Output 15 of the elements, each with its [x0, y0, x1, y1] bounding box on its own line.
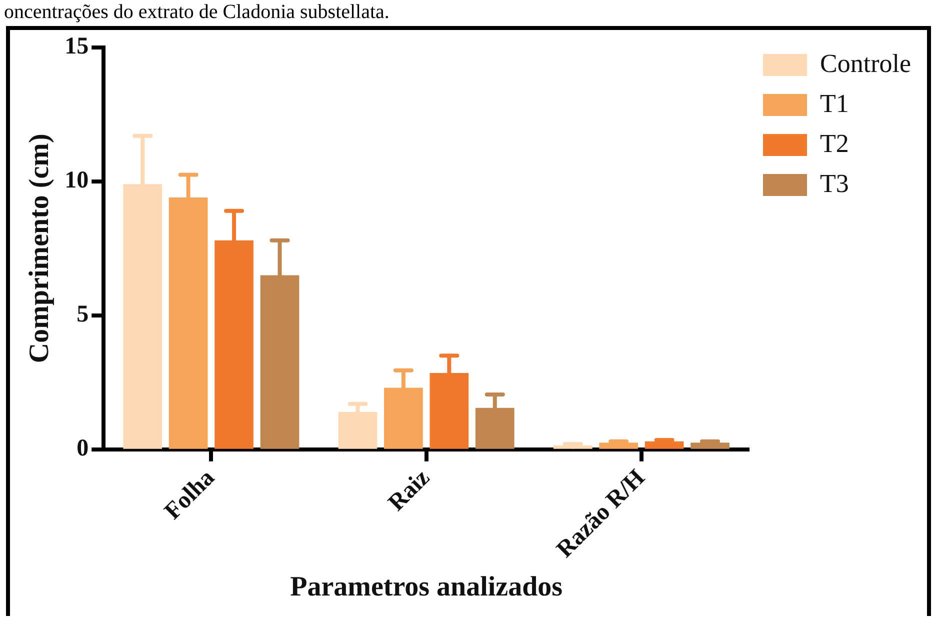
- y-tick-label: 10: [64, 168, 89, 194]
- legend-label: T3: [820, 168, 849, 198]
- bar: [644, 441, 684, 449]
- x-axis-title: Parametros analizados: [290, 571, 563, 602]
- bar: [690, 442, 730, 449]
- y-tick-label: 5: [76, 302, 89, 328]
- y-axis-title: Comprimento (cm): [24, 134, 56, 364]
- legend-label: T1: [820, 88, 849, 118]
- y-tick-label: 0: [76, 436, 89, 462]
- text: oncentrações do extrato de Cladonia substellata.: [4, 0, 390, 24]
- y-tick-label: 15: [64, 34, 89, 60]
- bar: [599, 442, 638, 449]
- legend-label: Controle: [820, 48, 912, 78]
- legend-label: T2: [820, 128, 849, 158]
- x-tick-label: Raiz: [384, 464, 436, 516]
